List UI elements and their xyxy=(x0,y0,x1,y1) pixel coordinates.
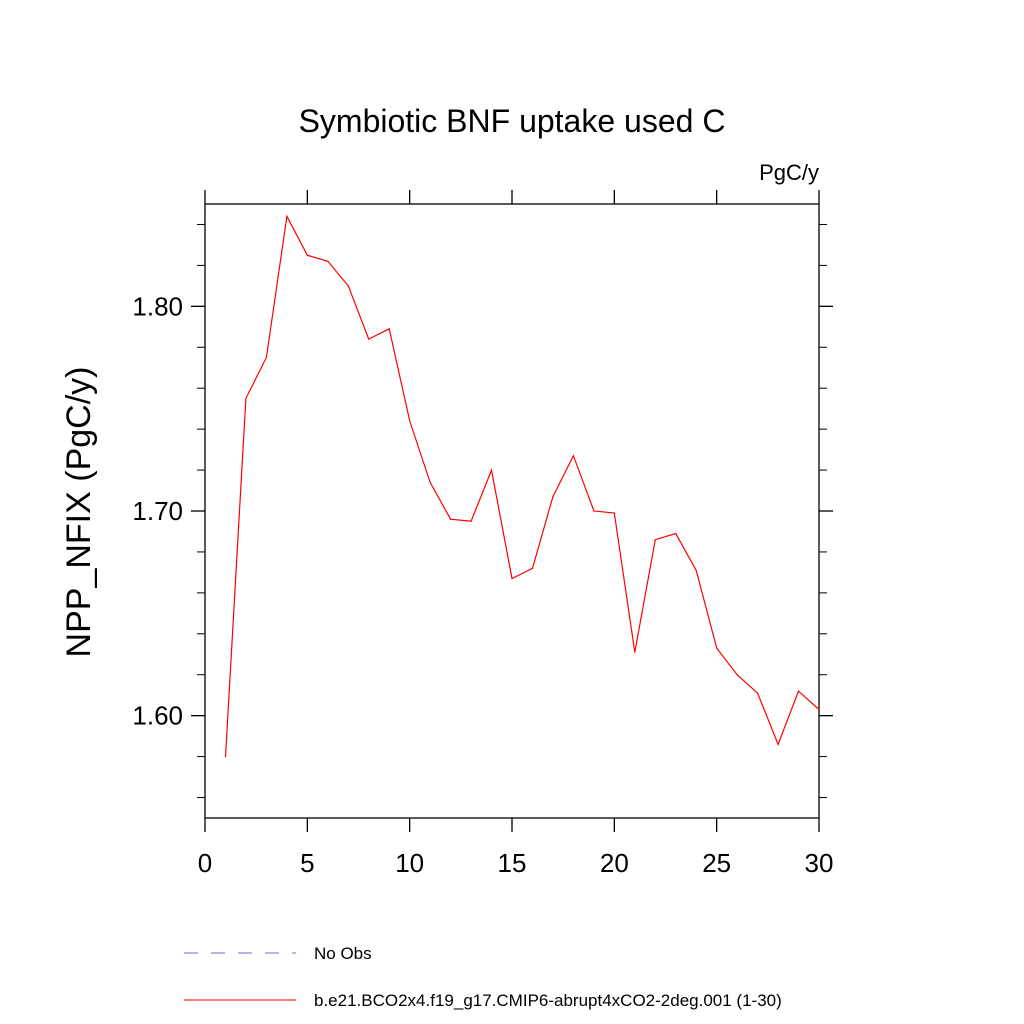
plot-area xyxy=(224,214,820,758)
data-point xyxy=(716,647,718,649)
data-point xyxy=(429,481,431,483)
data-point xyxy=(224,756,227,758)
data-point xyxy=(265,356,267,359)
data-point xyxy=(306,254,308,256)
data-point xyxy=(818,708,820,711)
data-point xyxy=(654,539,656,541)
series-line xyxy=(224,214,820,757)
y-tick-label: 1.60 xyxy=(132,701,183,731)
data-point xyxy=(613,512,615,514)
data-point xyxy=(286,215,288,217)
data-point xyxy=(450,518,452,520)
data-point xyxy=(470,520,472,522)
data-point xyxy=(511,577,513,580)
axis-ticks: 0 5 10 15 20 25 30 1.60 1.70 1.80 xyxy=(132,190,833,878)
data-point xyxy=(409,420,411,422)
data-point xyxy=(552,496,554,498)
data-point xyxy=(675,532,677,535)
chart-title: Symbiotic BNF uptake used C xyxy=(299,103,726,139)
x-tick-label: 30 xyxy=(805,848,834,878)
data-point xyxy=(593,510,595,512)
data-point xyxy=(797,690,800,692)
data-point xyxy=(347,285,349,287)
x-tick-label: 20 xyxy=(600,848,629,878)
data-point xyxy=(634,651,636,653)
data-point xyxy=(531,567,534,569)
legend-label: b.e21.BCO2x4.f19_g17.CMIP6-abrupt4xCO2-2… xyxy=(314,991,782,1010)
data-point xyxy=(388,328,390,330)
x-tick-label: 10 xyxy=(395,848,424,878)
units-label: PgC/y xyxy=(759,160,819,185)
data-point xyxy=(245,397,247,399)
data-point xyxy=(757,692,759,694)
data-point xyxy=(695,569,697,572)
data-point xyxy=(327,260,329,262)
data-point xyxy=(490,469,493,471)
y-tick-label: 1.80 xyxy=(132,291,183,321)
x-tick-label: 15 xyxy=(498,848,527,878)
data-point xyxy=(572,455,575,457)
x-tick-label: 5 xyxy=(300,848,314,878)
legend: No Obs b.e21.BCO2x4.f19_g17.CMIP6-abrupt4… xyxy=(184,944,782,1010)
y-tick-label: 1.70 xyxy=(132,496,183,526)
y-axis-label: NPP_NFIX (PgC/y) xyxy=(60,367,98,658)
plot-frame xyxy=(204,203,820,819)
data-point xyxy=(736,674,738,676)
legend-label: No Obs xyxy=(314,944,372,963)
x-tick-label: 25 xyxy=(702,848,731,878)
data-point xyxy=(368,338,370,340)
x-tick-label: 0 xyxy=(198,848,212,878)
data-point xyxy=(777,743,779,745)
